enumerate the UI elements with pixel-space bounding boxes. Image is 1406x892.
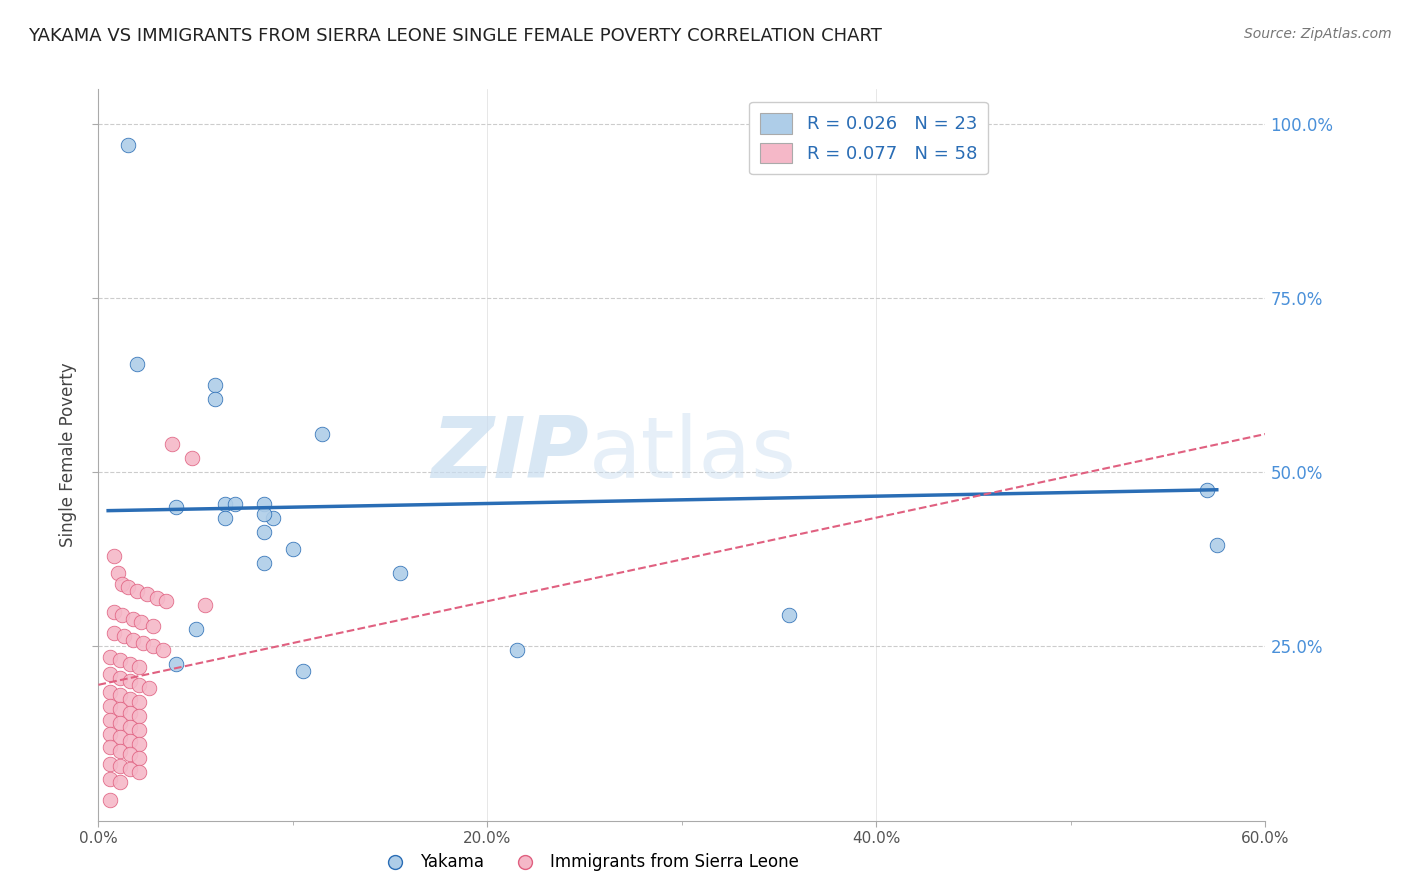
Point (107, 566, 129, 581)
Point (98, 649, 121, 664)
Point (162, 437, 184, 451)
Point (98, 793, 121, 807)
Point (98, 685, 121, 699)
Point (136, 587, 159, 601)
Point (142, 640, 165, 654)
Point (129, 615, 152, 629)
Point (505, 643, 527, 657)
Text: ZIP: ZIP (430, 413, 589, 497)
Point (194, 598, 217, 612)
Point (122, 632, 145, 647)
Point (214, 497, 236, 511)
Point (98, 698, 121, 713)
Point (138, 681, 160, 696)
Point (224, 497, 246, 511)
Point (118, 762, 141, 776)
Text: YAKAMA VS IMMIGRANTS FROM SIERRA LEONE SINGLE FEMALE POVERTY CORRELATION CHART: YAKAMA VS IMMIGRANTS FROM SIERRA LEONE S… (28, 27, 882, 45)
Point (311, 427, 333, 442)
Point (128, 723, 150, 737)
Point (108, 716, 131, 731)
Point (128, 660, 150, 674)
Point (1205, 539, 1227, 553)
Point (122, 612, 145, 626)
Point (108, 671, 131, 685)
Point (1195, 483, 1218, 497)
Point (214, 510, 236, 524)
Point (204, 378, 226, 392)
Point (111, 608, 134, 623)
Point (291, 664, 314, 678)
Point (108, 744, 131, 758)
Point (108, 653, 131, 667)
Point (778, 608, 800, 623)
Point (117, 137, 139, 152)
Point (118, 733, 141, 747)
Point (111, 576, 134, 591)
Point (98, 740, 121, 755)
Point (103, 625, 125, 640)
Point (103, 549, 125, 563)
Point (127, 357, 149, 371)
Point (180, 451, 202, 466)
Point (118, 720, 141, 734)
Point (253, 507, 276, 521)
Legend: Yakama, Immigrants from Sierra Leone: Yakama, Immigrants from Sierra Leone (371, 847, 806, 878)
Point (128, 764, 150, 779)
Point (281, 541, 304, 556)
Point (108, 759, 131, 773)
Point (112, 629, 135, 643)
Point (165, 657, 187, 671)
Point (118, 706, 141, 720)
Text: atlas: atlas (589, 413, 797, 497)
Point (118, 657, 141, 671)
Point (108, 702, 131, 716)
Text: Source: ZipAtlas.com: Source: ZipAtlas.com (1244, 27, 1392, 41)
Point (118, 747, 141, 762)
Point (108, 688, 131, 702)
Point (165, 500, 187, 515)
Point (118, 674, 141, 689)
Point (253, 497, 276, 511)
Point (98, 756, 121, 771)
Point (253, 556, 276, 570)
Point (98, 772, 121, 786)
Point (127, 583, 149, 598)
Point (98, 713, 121, 727)
Point (132, 636, 155, 650)
Point (103, 605, 125, 619)
Point (152, 643, 174, 657)
Point (204, 392, 226, 407)
Point (128, 709, 150, 723)
Point (388, 566, 411, 581)
Point (184, 622, 207, 636)
Point (142, 618, 165, 632)
Point (155, 594, 177, 608)
Point (262, 510, 284, 524)
Point (128, 737, 150, 751)
Point (98, 667, 121, 681)
Point (117, 580, 139, 594)
Point (108, 774, 131, 789)
Point (98, 726, 121, 740)
Point (128, 678, 150, 692)
Point (108, 730, 131, 744)
Point (253, 524, 276, 539)
Point (128, 695, 150, 709)
Point (146, 591, 169, 605)
Point (128, 751, 150, 765)
Y-axis label: Single Female Poverty: Single Female Poverty (59, 363, 77, 547)
Point (118, 691, 141, 706)
